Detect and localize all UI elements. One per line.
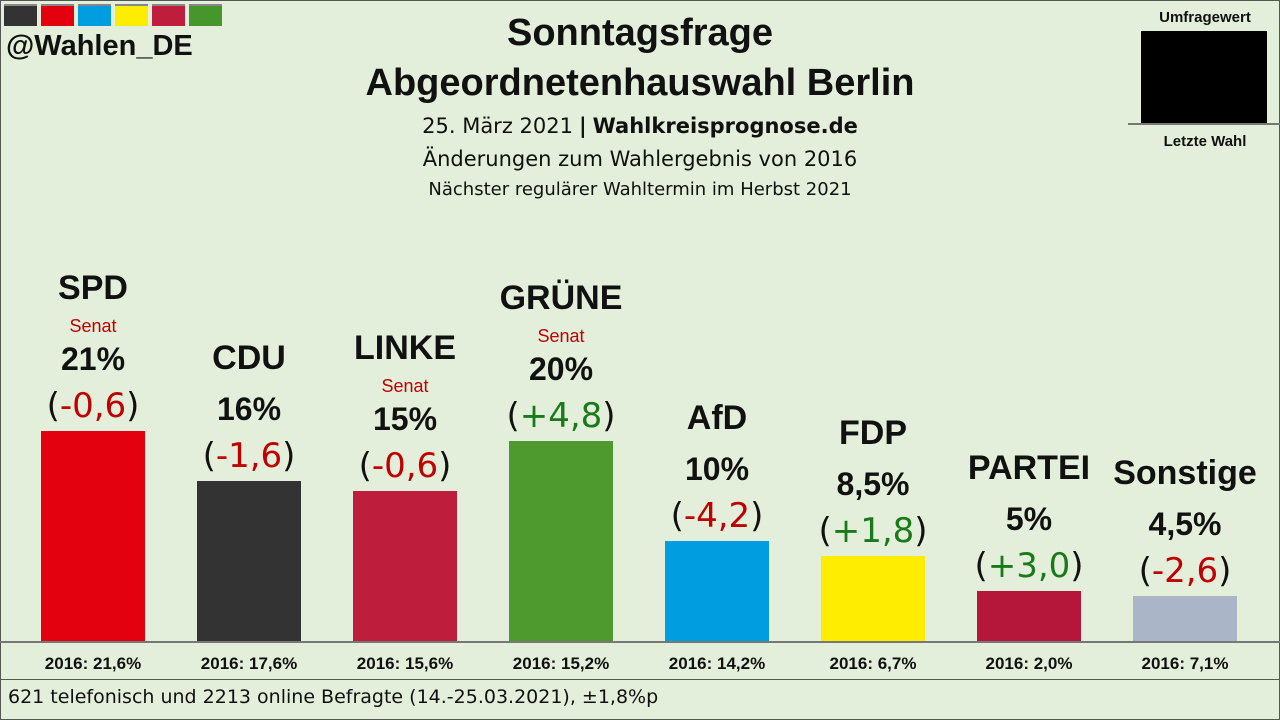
previous-result-label: 2016: 2,0%	[986, 654, 1073, 673]
value-label: 10%	[685, 451, 749, 487]
change-label: (-0,6)	[47, 386, 140, 426]
dateline-separator: |	[578, 114, 587, 138]
senat-label: Senat	[537, 326, 584, 346]
party-label: GRÜNE	[500, 279, 623, 317]
value-label: 16%	[217, 391, 281, 427]
legend-label-poll: Umfragewert	[1159, 9, 1251, 26]
party-color-strip	[4, 4, 226, 26]
value-label: 5%	[1006, 501, 1052, 537]
color-swatch-4	[152, 4, 185, 26]
legend-line-last-election	[1128, 123, 1280, 125]
source-site: Wahlkreisprognose.de	[592, 114, 858, 138]
senat-label: Senat	[381, 376, 428, 396]
changes-note: Änderungen zum Wahlergebnis von 2016	[422, 147, 858, 171]
chart-title: Sonntagsfrage	[506, 12, 774, 54]
bar-grüne	[509, 441, 613, 641]
bar-spd	[41, 431, 145, 641]
change-label: (-2,6)	[1139, 551, 1232, 591]
dateline: 25. März 2021 | Wahlkreisprognose.de	[0, 114, 1280, 138]
party-label: PARTEI	[968, 449, 1090, 487]
previous-result-label: 2016: 7,1%	[1142, 654, 1229, 673]
previous-result-label: 2016: 14,2%	[669, 654, 765, 673]
footer-note: 621 telefonisch und 2213 online Befragte…	[8, 686, 659, 708]
previous-result-label: 2016: 17,6%	[201, 654, 297, 673]
color-swatch-2	[78, 4, 111, 26]
previous-result-label: 2016: 15,6%	[357, 654, 453, 673]
color-swatch-0	[4, 4, 37, 26]
color-swatch-1	[41, 4, 74, 26]
legend-label-last-election: Letzte Wahl	[1163, 133, 1247, 150]
party-label: SPD	[58, 269, 128, 307]
party-label: LINKE	[354, 329, 456, 367]
party-label: CDU	[212, 339, 286, 377]
twitter-handle: @Wahlen_DE	[6, 30, 193, 62]
previous-result-label: 2016: 6,7%	[830, 654, 917, 673]
next-election-note: Nächster regulärer Wahltermin im Herbst …	[428, 179, 852, 200]
bar-afd	[665, 541, 769, 641]
bar-linke	[353, 491, 457, 641]
bar-fdp	[821, 556, 925, 641]
value-label: 15%	[373, 401, 437, 437]
legend-swatch-poll	[1141, 31, 1267, 123]
bar-partei	[977, 591, 1081, 641]
value-label: 20%	[529, 351, 593, 387]
value-label: 21%	[61, 341, 125, 377]
color-swatch-3	[115, 4, 148, 26]
bar-sonstige	[1133, 596, 1237, 641]
change-label: (-0,6)	[359, 446, 452, 486]
change-label: (-1,6)	[203, 436, 296, 476]
previous-result-label: 2016: 15,2%	[513, 654, 609, 673]
chart-subtitle-election: Abgeordnetenhauswahl Berlin	[365, 62, 915, 104]
change-label: (+1,8)	[818, 511, 927, 551]
party-label: Sonstige	[1113, 454, 1257, 492]
bar-cdu	[197, 481, 301, 641]
party-label: FDP	[839, 414, 907, 452]
senat-label: Senat	[69, 316, 116, 336]
change-label: (+3,0)	[974, 546, 1083, 586]
previous-result-label: 2016: 21,6%	[45, 654, 141, 673]
value-label: 4,5%	[1149, 506, 1222, 542]
color-swatch-5	[189, 4, 222, 26]
change-label: (-4,2)	[671, 496, 764, 536]
survey-date: 25. März 2021	[422, 114, 573, 138]
footer-divider	[0, 679, 1280, 680]
change-label: (+4,8)	[506, 396, 615, 436]
party-label: AfD	[687, 399, 747, 437]
value-label: 8,5%	[837, 466, 910, 502]
